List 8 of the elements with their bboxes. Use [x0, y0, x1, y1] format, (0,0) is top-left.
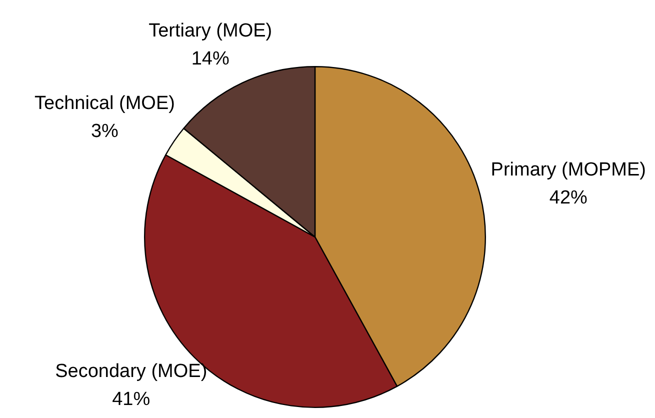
- slice-label: Tertiary (MOE): [148, 20, 272, 42]
- slice-label: Technical (MOE): [34, 93, 175, 114]
- data-label: 42%: [549, 188, 588, 209]
- data-label: 3%: [90, 121, 119, 142]
- data-label: 14%: [191, 48, 230, 70]
- slice-label: Primary (MOPME): [490, 160, 646, 181]
- data-label: 41%: [112, 389, 150, 410]
- slice-label: Secondary (MOE): [55, 361, 208, 382]
